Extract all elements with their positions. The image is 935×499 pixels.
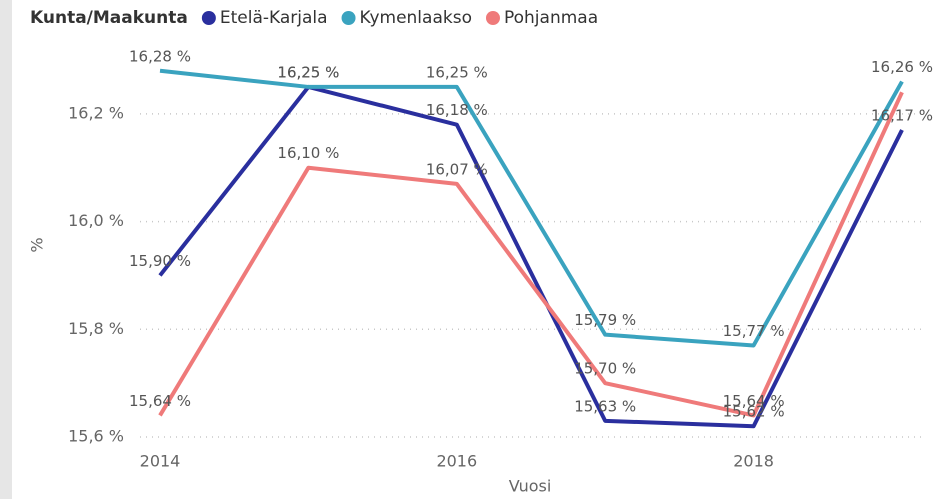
y-axis-title: % — [28, 237, 47, 252]
legend-marker — [485, 11, 500, 25]
legend-marker — [201, 11, 216, 25]
data-label: 16,10 % — [277, 144, 339, 162]
data-label: 15,64 % — [723, 392, 785, 410]
side-border — [0, 0, 12, 499]
y-tick-label: 15,6 % — [68, 427, 124, 446]
legend-marker — [341, 11, 356, 25]
y-tick-label: 15,8 % — [68, 319, 124, 338]
x-tick-label: 2018 — [733, 452, 774, 471]
data-label: 16,17 % — [871, 107, 933, 125]
data-label: 15,79 % — [574, 311, 636, 329]
data-label: 16,07 % — [426, 160, 488, 178]
data-label: 15,64 % — [129, 392, 191, 410]
x-tick-label: 2016 — [436, 452, 477, 471]
x-axis-title: Vuosi — [509, 477, 552, 496]
data-label: 16,18 % — [426, 101, 488, 119]
data-label: 15,90 % — [129, 252, 191, 270]
data-label: 16,26 % — [871, 58, 933, 76]
data-label: 16,25 % — [426, 63, 488, 81]
series-line — [158, 84, 904, 429]
y-tick-label: 16,0 % — [68, 211, 124, 230]
x-tick-label: 2014 — [140, 452, 181, 471]
data-label: 16,25 % — [277, 63, 339, 81]
legend-title: Kunta/Maakunta — [30, 8, 188, 28]
data-label: 15,63 % — [574, 397, 636, 415]
data-label: 16,25 % — [277, 63, 339, 81]
data-label: 15,70 % — [574, 360, 636, 378]
series-line — [158, 91, 904, 418]
data-label: 15,77 % — [723, 322, 785, 340]
y-tick-label: 16,2 % — [68, 103, 124, 122]
legend-label: Pohjanmaa — [504, 8, 598, 28]
legend-label: Kymenlaakso — [360, 8, 472, 28]
data-label: 15,62 % — [723, 403, 785, 421]
legend-label: Etelä-Karjala — [220, 8, 328, 28]
series-line — [159, 68, 904, 348]
data-label: 16,28 % — [129, 47, 191, 65]
